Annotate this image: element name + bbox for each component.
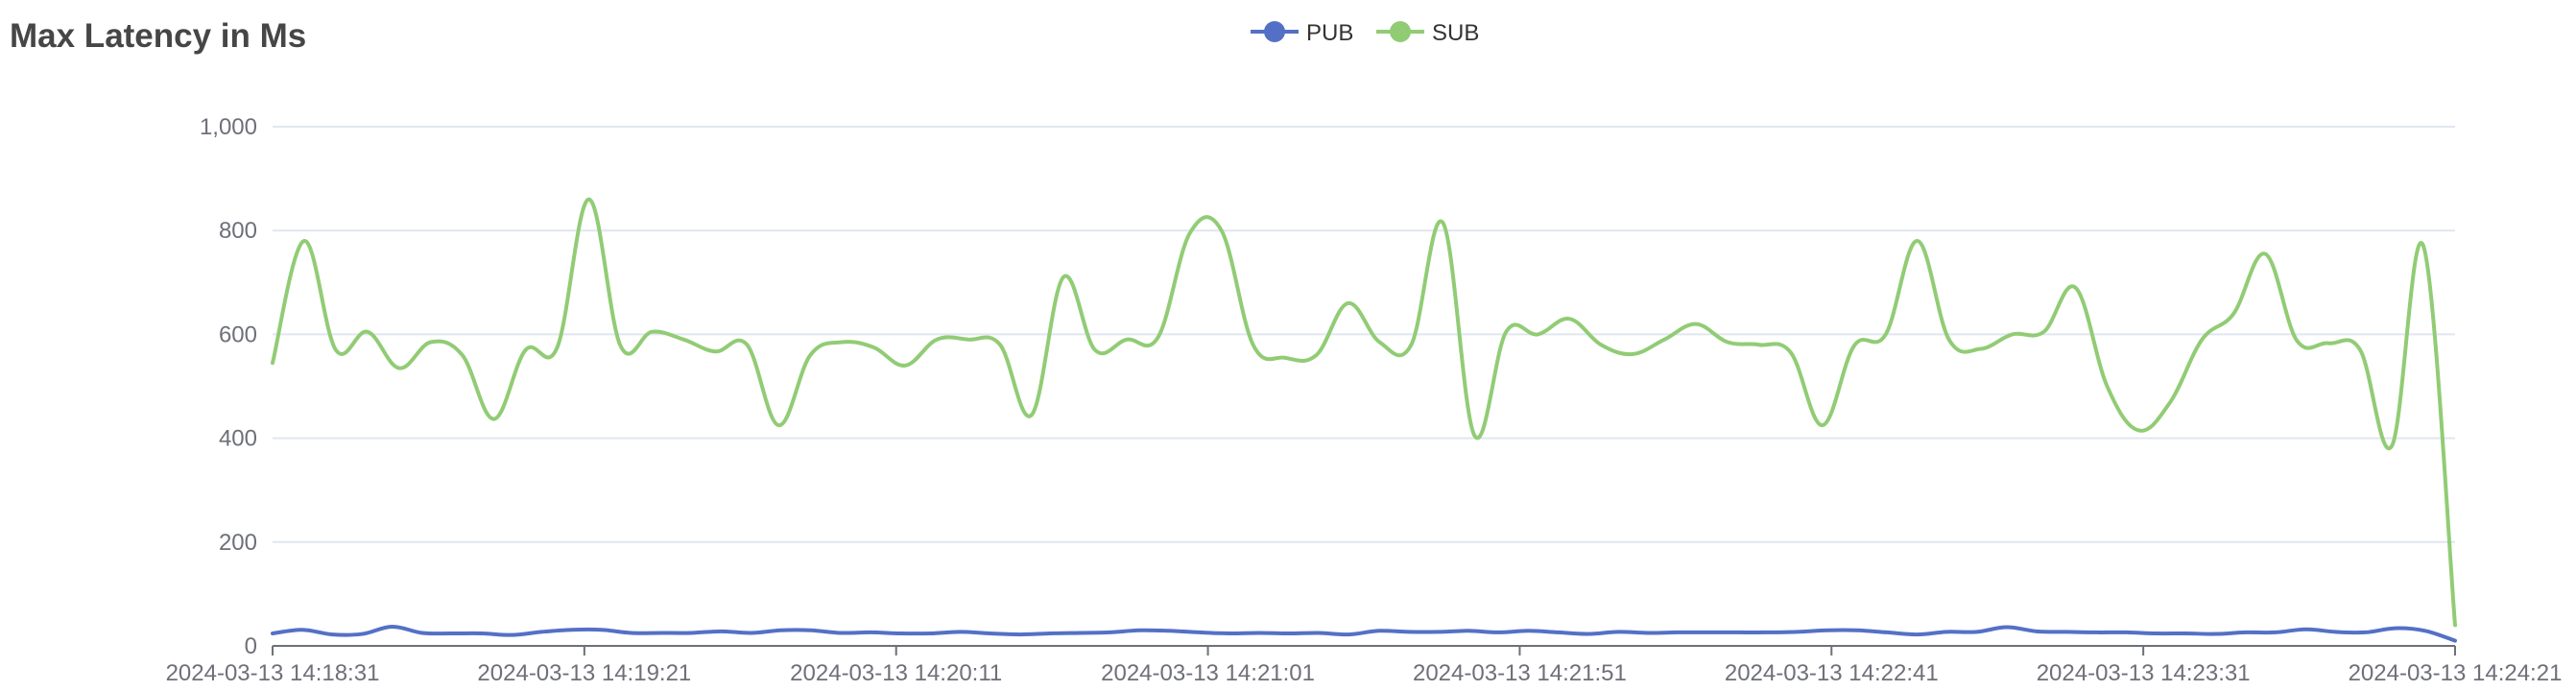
legend-label: PUB bbox=[1306, 20, 1353, 46]
x-axis bbox=[272, 645, 2456, 655]
y-tick-label: 0 bbox=[245, 633, 257, 659]
series-line-sub bbox=[271, 197, 2457, 628]
y-tick-label: 600 bbox=[219, 322, 257, 347]
x-tick-label: 2024-03-13 14:23:31 bbox=[2037, 660, 2251, 686]
legend: PUB SUB bbox=[1251, 20, 1479, 46]
legend-label: SUB bbox=[1432, 20, 1479, 46]
grid-lines bbox=[273, 126, 2455, 543]
y-tick-label: 800 bbox=[219, 218, 257, 244]
x-tick-label: 2024-03-13 14:20:11 bbox=[790, 660, 1002, 686]
legend-item-sub[interactable]: SUB bbox=[1376, 20, 1479, 46]
y-tick-label: 200 bbox=[219, 530, 257, 556]
series-lines bbox=[271, 197, 2457, 643]
x-tick-label: 2024-03-13 14:21:51 bbox=[1413, 660, 1627, 686]
chart-title: Max Latency in Ms bbox=[10, 17, 307, 55]
y-tick-label: 1,000 bbox=[200, 114, 257, 140]
x-tick-label: 2024-03-13 14:21:01 bbox=[1101, 660, 1315, 686]
legend-item-pub[interactable]: PUB bbox=[1251, 20, 1353, 46]
x-tick-label: 2024-03-13 14:22:41 bbox=[1725, 660, 1939, 686]
legend-marker bbox=[1264, 21, 1285, 42]
x-tick-label: 2024-03-13 14:19:21 bbox=[477, 660, 691, 686]
legend-marker bbox=[1390, 21, 1411, 42]
series-line-pub bbox=[271, 624, 2457, 643]
y-tick-label: 400 bbox=[219, 426, 257, 452]
tick-labels: 0 200 400 600 800 1,000 2024-03-13 14:18:31 202… bbox=[166, 114, 2563, 686]
x-tick-label: 2024-03-13 14:24:21 bbox=[2349, 660, 2563, 686]
x-tick-label: 2024-03-13 14:18:31 bbox=[166, 660, 380, 686]
